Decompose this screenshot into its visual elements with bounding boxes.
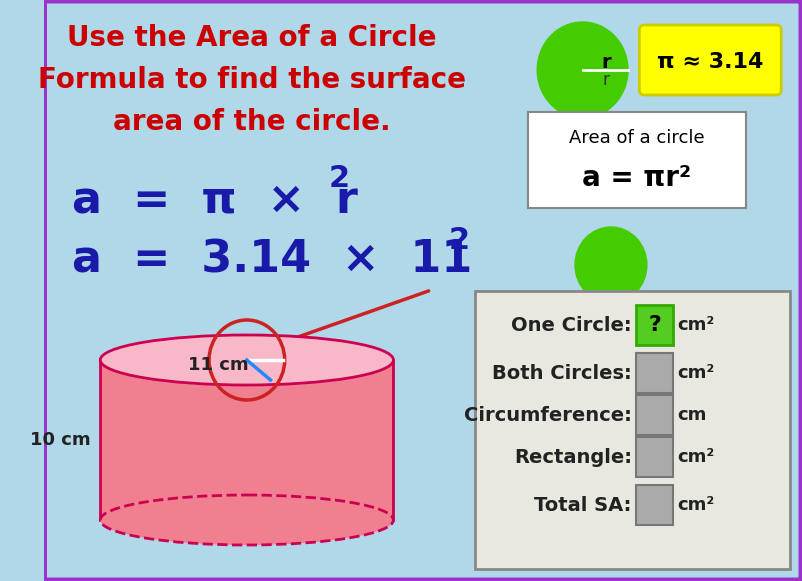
Text: Use the Area of a Circle: Use the Area of a Circle bbox=[67, 24, 436, 52]
Text: Formula to find the surface: Formula to find the surface bbox=[38, 66, 466, 94]
Text: Total SA:: Total SA: bbox=[534, 496, 632, 515]
Text: area of the circle.: area of the circle. bbox=[113, 108, 391, 136]
FancyBboxPatch shape bbox=[528, 112, 746, 208]
Text: cm: cm bbox=[677, 406, 707, 424]
Circle shape bbox=[537, 22, 628, 118]
FancyBboxPatch shape bbox=[635, 395, 674, 435]
Circle shape bbox=[575, 227, 647, 303]
Text: r: r bbox=[602, 52, 611, 71]
Text: 11 cm: 11 cm bbox=[188, 356, 249, 374]
FancyBboxPatch shape bbox=[100, 360, 394, 520]
Text: Rectangle:: Rectangle: bbox=[514, 447, 632, 467]
Ellipse shape bbox=[100, 495, 394, 545]
FancyBboxPatch shape bbox=[635, 437, 674, 477]
Text: a  =  3.14  ×  11: a = 3.14 × 11 bbox=[72, 238, 472, 282]
Text: r: r bbox=[603, 71, 610, 89]
FancyBboxPatch shape bbox=[43, 0, 802, 581]
Text: ?: ? bbox=[648, 315, 661, 335]
Ellipse shape bbox=[100, 335, 394, 385]
Text: cm²: cm² bbox=[677, 316, 715, 334]
Text: 2: 2 bbox=[329, 163, 350, 192]
Text: Circumference:: Circumference: bbox=[464, 406, 632, 425]
Text: 10 cm: 10 cm bbox=[30, 431, 91, 449]
Text: cm²: cm² bbox=[677, 496, 715, 514]
FancyBboxPatch shape bbox=[639, 25, 781, 95]
FancyBboxPatch shape bbox=[635, 305, 674, 345]
FancyBboxPatch shape bbox=[635, 485, 674, 525]
FancyBboxPatch shape bbox=[475, 291, 790, 569]
Text: a  =  π  ×  r: a = π × r bbox=[72, 178, 358, 221]
Text: a = πr²: a = πr² bbox=[582, 164, 691, 192]
Text: One Circle:: One Circle: bbox=[511, 315, 632, 335]
FancyBboxPatch shape bbox=[635, 353, 674, 393]
Text: Both Circles:: Both Circles: bbox=[492, 364, 632, 382]
Text: π ≈ 3.14: π ≈ 3.14 bbox=[657, 52, 764, 72]
Text: cm²: cm² bbox=[677, 448, 715, 466]
Text: Area of a circle: Area of a circle bbox=[569, 129, 704, 147]
Text: 2: 2 bbox=[448, 225, 469, 254]
Text: cm²: cm² bbox=[677, 364, 715, 382]
